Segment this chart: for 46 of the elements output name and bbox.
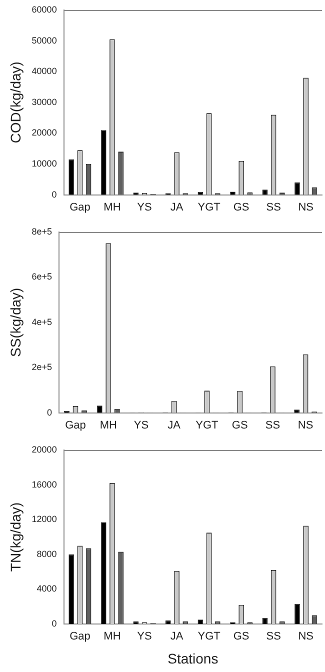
y-tick-label: 20000 bbox=[32, 128, 57, 138]
y-tick-label: 12000 bbox=[32, 514, 57, 524]
y-tick-label: 8000 bbox=[36, 548, 57, 559]
x-tick-label: NS bbox=[298, 419, 314, 432]
x-tick-label: GS bbox=[233, 201, 250, 214]
y-axis-title: SS(kg/day) bbox=[7, 288, 24, 358]
x-tick-label: SS bbox=[266, 201, 281, 214]
x-tick-label: SS bbox=[265, 419, 280, 432]
x-tick-label: JA bbox=[168, 419, 182, 432]
y-tick-label: 2e+5 bbox=[32, 362, 52, 372]
y-tick-label: 6e+5 bbox=[32, 272, 52, 282]
y-tick-label: 30000 bbox=[32, 96, 57, 107]
y-tick-label: 40000 bbox=[32, 66, 57, 76]
y-tick-label: 60000 bbox=[32, 4, 57, 14]
y-tick-label: 20000 bbox=[32, 444, 57, 454]
y-tick-label: 0 bbox=[47, 407, 52, 418]
x-tick-label: YGT bbox=[196, 419, 219, 432]
x-tick-label: YS bbox=[137, 201, 152, 214]
y-axis-title: TN(kg/day) bbox=[7, 502, 24, 572]
x-tick-label: MH bbox=[104, 630, 121, 643]
x-tick-label: YGT bbox=[198, 630, 221, 643]
y-tick-label: 16000 bbox=[32, 479, 57, 490]
x-tick-label: SS bbox=[266, 630, 281, 643]
y-tick-label: 4e+5 bbox=[32, 316, 52, 327]
x-tick-label: GS bbox=[232, 419, 248, 432]
y-tick-label: 0 bbox=[52, 618, 57, 628]
x-tick-label: MH bbox=[104, 201, 121, 214]
x-tick-label: JA bbox=[170, 630, 184, 643]
y-axis-title: COD(kg/day) bbox=[7, 62, 24, 144]
x-tick-label: NS bbox=[298, 201, 314, 214]
x-tick-label: JA bbox=[170, 201, 184, 214]
y-tick-label: 10000 bbox=[32, 158, 57, 168]
x-tick-label: YS bbox=[134, 419, 149, 432]
x-tick-label: Gap bbox=[70, 630, 90, 643]
x-tick-label: GS bbox=[233, 630, 250, 643]
x-tick-label: YGT bbox=[198, 201, 221, 214]
x-tick-label: Gap bbox=[70, 201, 90, 214]
x-tick-label: MH bbox=[100, 419, 117, 432]
x-tick-label: Gap bbox=[65, 419, 86, 432]
y-tick-label: 0 bbox=[52, 189, 57, 200]
x-axis-title: Stations bbox=[168, 650, 218, 666]
x-tick-label: NS bbox=[298, 630, 314, 643]
y-tick-label: 4000 bbox=[36, 584, 57, 594]
x-tick-label: YS bbox=[137, 630, 152, 643]
y-tick-label: 8e+5 bbox=[32, 226, 52, 236]
y-tick-label: 50000 bbox=[32, 35, 57, 46]
